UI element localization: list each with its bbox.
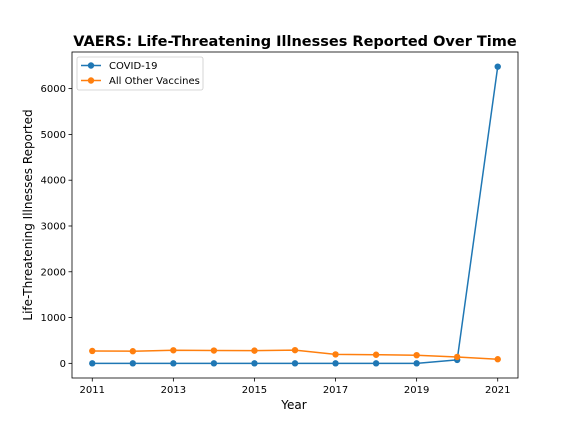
x-tick-label: 2019 [404, 385, 429, 396]
series-line-covid-19 [92, 67, 497, 364]
chart-title: VAERS: Life-Threatening Illnesses Report… [73, 34, 517, 50]
y-tick-label: 0 [60, 359, 66, 370]
x-tick-label: 2013 [161, 385, 186, 396]
y-tick-label: 4000 [41, 176, 66, 187]
data-point-covid-19 [332, 360, 338, 366]
data-point-all-other-vaccines [413, 352, 419, 358]
plot-area: 2011 2013 2015 2017 2019 2021 0 1000 2000 3000 400… [41, 52, 518, 396]
data-point-covid-19 [170, 360, 176, 366]
y-tick-label: 2000 [41, 267, 66, 278]
data-point-covid-19 [89, 360, 95, 366]
data-point-covid-19 [211, 360, 217, 366]
x-axis-label: Year [280, 398, 306, 412]
legend-label-covid-19: COVID-19 [109, 61, 158, 72]
data-point-all-other-vaccines [130, 348, 136, 354]
y-axis-label: Life-Threatening Illnesses Reported [21, 109, 35, 320]
data-point-all-other-vaccines [170, 347, 176, 353]
data-point-all-other-vaccines [454, 354, 460, 360]
data-point-all-other-vaccines [211, 347, 217, 353]
data-point-all-other-vaccines [373, 352, 379, 358]
x-tick-label: 2011 [80, 385, 105, 396]
data-point-all-other-vaccines [251, 347, 257, 353]
data-point-covid-19 [495, 63, 501, 69]
y-tick-label: 5000 [41, 130, 66, 141]
data-point-all-other-vaccines [495, 356, 501, 362]
legend-label-all-other-vaccines: All Other Vaccines [109, 76, 200, 87]
data-point-all-other-vaccines [89, 348, 95, 354]
data-point-all-other-vaccines [292, 347, 298, 353]
legend-marker-all-other-vaccines [88, 77, 94, 83]
data-point-covid-19 [413, 360, 419, 366]
legend: COVID-19 All Other Vaccines [77, 57, 203, 90]
legend-marker-covid-19 [88, 62, 94, 68]
y-tick-label: 6000 [41, 84, 66, 95]
data-point-covid-19 [373, 360, 379, 366]
x-tick-label: 2017 [323, 385, 348, 396]
y-tick-label: 1000 [41, 313, 66, 324]
x-tick-label: 2021 [485, 385, 510, 396]
x-tick-label: 2015 [242, 385, 267, 396]
data-point-all-other-vaccines [332, 351, 338, 357]
axes-frame [72, 52, 518, 378]
data-point-covid-19 [251, 360, 257, 366]
data-point-covid-19 [292, 360, 298, 366]
y-tick-label: 3000 [41, 221, 66, 232]
data-point-covid-19 [130, 360, 136, 366]
